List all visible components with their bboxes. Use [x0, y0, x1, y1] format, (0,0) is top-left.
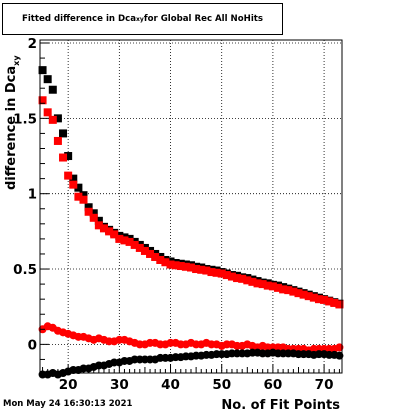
y-tick-label: 1.5: [13, 111, 37, 127]
data-point-square: [314, 295, 323, 304]
data-point-square: [64, 152, 73, 161]
data-point-square: [238, 274, 247, 283]
data-point-square: [48, 115, 57, 124]
data-point-square: [263, 281, 272, 290]
data-point-square: [69, 174, 78, 183]
x-tick-label: 20: [59, 377, 78, 393]
data-points: [38, 66, 344, 379]
data-point-square: [212, 268, 221, 277]
data-point-square: [99, 224, 108, 233]
data-point-square: [43, 75, 52, 84]
data-point-square: [227, 272, 236, 281]
data-point-square: [166, 260, 175, 269]
data-point-square: [243, 276, 252, 285]
data-point-square: [320, 295, 329, 304]
data-point-square: [176, 262, 185, 271]
chart-title-subscript: xy: [136, 15, 144, 23]
data-point-square: [156, 255, 165, 264]
data-point-square: [161, 258, 170, 267]
data-point-square: [187, 263, 195, 272]
data-point-square: [125, 237, 134, 246]
data-point-square: [53, 136, 62, 145]
data-point-square: [248, 277, 257, 286]
x-axis-title: No. of Fit Points: [221, 398, 340, 413]
data-point-square: [43, 108, 52, 117]
y-tick-label: 2: [28, 36, 37, 52]
data-point-square: [222, 271, 231, 280]
data-point-square: [274, 283, 283, 292]
data-point-square: [89, 209, 98, 218]
data-point-square: [309, 293, 318, 302]
data-point-square: [294, 289, 303, 298]
data-point-square: [38, 66, 47, 75]
data-point-square: [207, 268, 216, 277]
data-point-circle: [335, 351, 344, 360]
data-point-square: [192, 265, 201, 274]
data-point-square: [299, 290, 308, 299]
data-point-square: [120, 236, 129, 245]
data-point-square: [84, 203, 93, 212]
data-point-square: [59, 129, 68, 138]
data-point-square: [48, 85, 57, 94]
chart-title: Fitted difference in Dca xy for Global Re…: [2, 3, 283, 35]
data-point-square: [53, 114, 62, 123]
x-tick-label: 60: [263, 377, 282, 393]
data-point-square: [171, 261, 180, 270]
data-point-square: [38, 96, 47, 105]
data-point-square: [233, 274, 242, 283]
data-point-square: [94, 216, 103, 225]
data-point-square: [84, 207, 93, 216]
data-point-square: [304, 292, 313, 301]
data-point-square: [202, 266, 211, 275]
data-point-square: [135, 243, 144, 252]
data-point-square: [258, 280, 267, 289]
data-point-square: [79, 195, 88, 204]
data-point-square: [279, 285, 288, 294]
data-point-square: [253, 279, 262, 288]
data-point-square: [268, 282, 277, 291]
chart-title-tail: for Global Rec All NoHits: [143, 14, 264, 24]
data-point-square: [59, 153, 68, 162]
data-point-square: [197, 265, 206, 274]
data-point-square: [146, 249, 155, 258]
data-point-square: [69, 180, 78, 189]
axis-ticks: [40, 42, 340, 373]
data-point-square: [105, 227, 114, 236]
data-point-square: [140, 246, 149, 255]
y-axis-title-main: difference in Dca: [4, 66, 19, 190]
y-axis-title-subscript: xy: [12, 55, 21, 66]
data-point-square: [335, 300, 344, 309]
x-tick-label: 70: [315, 377, 334, 393]
data-point-square: [289, 287, 298, 296]
data-point-square: [110, 230, 119, 239]
data-point-square: [181, 262, 190, 271]
y-tick-label: 1: [28, 187, 37, 203]
x-tick-label: 40: [161, 377, 180, 393]
y-tick-label: 0.5: [13, 262, 37, 278]
data-point-square: [330, 298, 339, 307]
timestamp: Mon May 24 16:30:13 2021: [3, 399, 133, 409]
data-point-square: [115, 234, 124, 243]
data-point-square: [74, 192, 83, 201]
y-axis-title: difference in Dcaxy: [4, 55, 21, 190]
data-point-square: [74, 183, 83, 192]
x-tick-label: 50: [212, 377, 231, 393]
data-point-square: [130, 240, 139, 249]
chart-title-main: Fitted difference in Dca: [21, 14, 137, 24]
data-point-square: [284, 286, 293, 295]
tick-labels: 20 30 40 50 60 70 0 0.5 1 1.5 2: [13, 36, 333, 393]
y-tick-label: 0: [28, 337, 37, 353]
data-point-square: [325, 297, 334, 306]
data-point-circle: [335, 343, 344, 352]
data-point-square: [64, 171, 73, 180]
data-point-square: [89, 213, 98, 222]
data-point-square: [79, 191, 88, 200]
x-tick-label: 30: [110, 377, 129, 393]
data-point-square: [217, 269, 226, 278]
data-point-square: [94, 221, 103, 230]
data-point-square: [151, 252, 160, 261]
